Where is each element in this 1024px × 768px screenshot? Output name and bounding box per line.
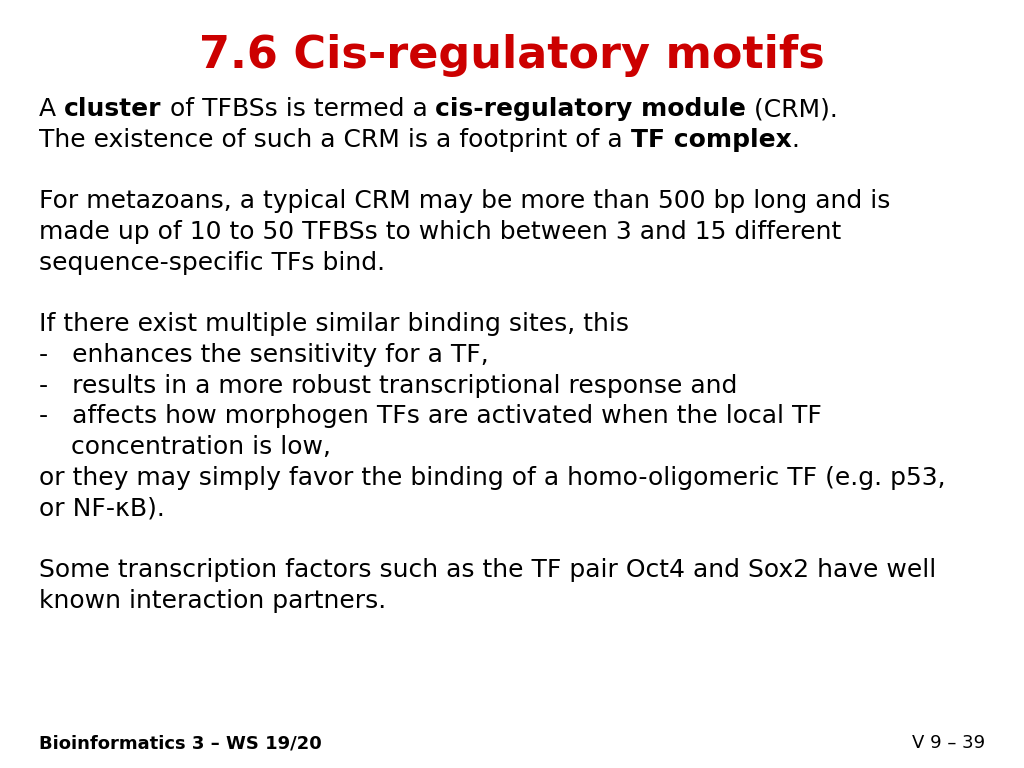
Text: sequence-specific TFs bind.: sequence-specific TFs bind.: [39, 250, 385, 275]
Text: A: A: [39, 97, 65, 121]
Text: or NF-κB).: or NF-κB).: [39, 496, 165, 521]
Text: Bioinformatics 3 – WS 19/20: Bioinformatics 3 – WS 19/20: [39, 734, 322, 753]
Text: .: .: [792, 127, 800, 152]
Text: The existence of such a CRM is a footprint of a: The existence of such a CRM is a footpri…: [39, 127, 631, 152]
Text: or they may simply favor the binding of a homo-oligomeric TF (e.g. p53,: or they may simply favor the binding of …: [39, 465, 945, 490]
Text: V 9 – 39: V 9 – 39: [912, 734, 985, 753]
Text: cluster: cluster: [65, 97, 162, 121]
Text: If there exist multiple similar binding sites, this: If there exist multiple similar binding …: [39, 312, 629, 336]
Text: Some transcription factors such as the TF pair Oct4 and Sox2 have well: Some transcription factors such as the T…: [39, 558, 936, 582]
Text: known interaction partners.: known interaction partners.: [39, 588, 386, 613]
Text: of TFBSs is termed a: of TFBSs is termed a: [162, 97, 435, 121]
Text: -   enhances the sensitivity for a TF,: - enhances the sensitivity for a TF,: [39, 343, 488, 367]
Text: cis-regulatory module: cis-regulatory module: [435, 97, 746, 121]
Text: TF complex: TF complex: [631, 127, 792, 152]
Text: made up of 10 to 50 TFBSs to which between 3 and 15 different: made up of 10 to 50 TFBSs to which betwe…: [39, 220, 841, 244]
Text: (CRM).: (CRM).: [746, 97, 838, 121]
Text: For metazoans, a typical CRM may be more than 500 bp long and is: For metazoans, a typical CRM may be more…: [39, 189, 890, 214]
Text: concentration is low,: concentration is low,: [39, 435, 331, 459]
Text: -   affects how morphogen TFs are activated when the local TF: - affects how morphogen TFs are activate…: [39, 404, 822, 429]
Text: -   results in a more robust transcriptional response and: - results in a more robust transcription…: [39, 373, 737, 398]
Text: 7.6 Cis-regulatory motifs: 7.6 Cis-regulatory motifs: [199, 34, 825, 77]
